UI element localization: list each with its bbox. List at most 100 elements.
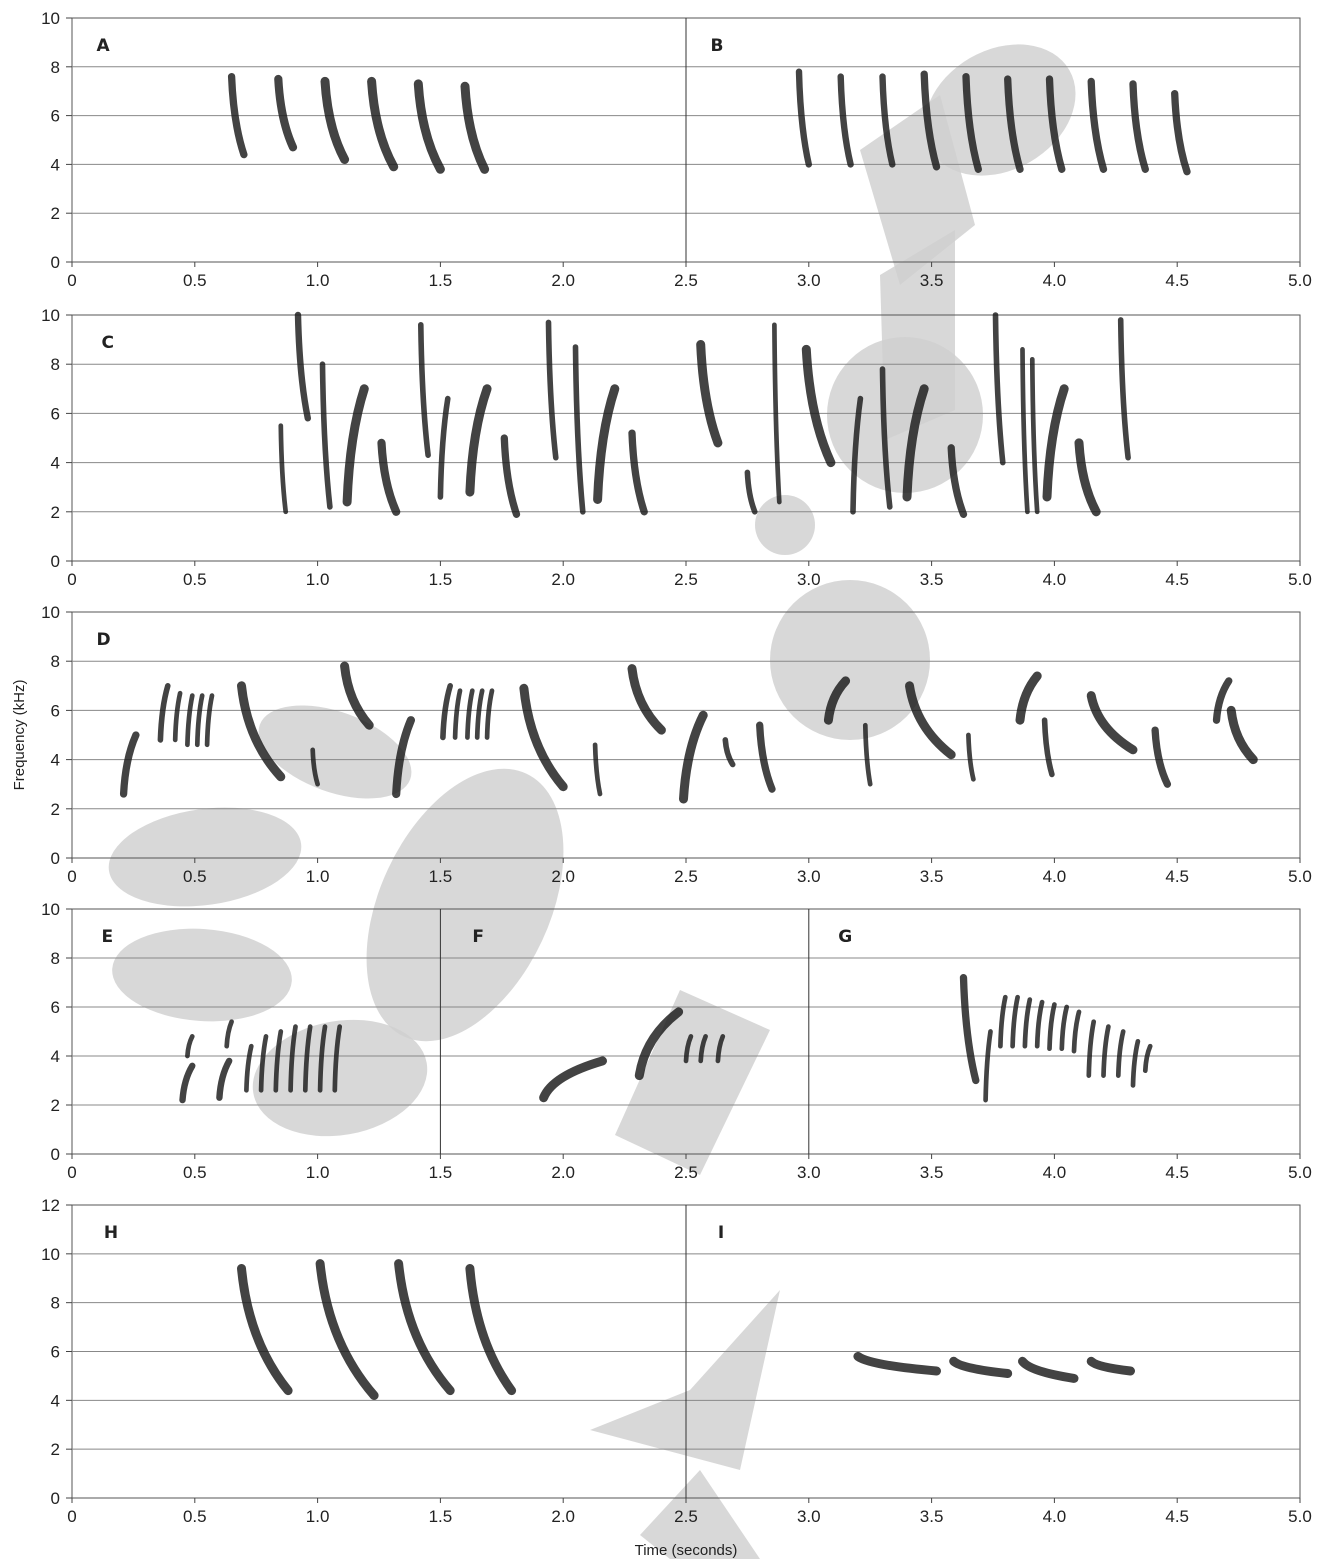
sound-note [342,384,369,507]
x-tick-label: 4.5 [1165,1507,1189,1526]
x-tick-label: 4.0 [1043,271,1067,290]
sound-note [320,76,350,164]
sound-note [1115,1029,1126,1078]
x-tick-label: 4.5 [1165,1163,1189,1182]
x-tick-label: 2.0 [551,271,575,290]
spectrogram-panels: 0 2 4 6 8 10 0 0.5 1.0 1.5 2.0 2.5 3.0 3.5 4.0 4.5 5.0 A B… [41,9,1312,1526]
sound-note [905,681,956,760]
sound-note [413,79,445,174]
sound-note [1130,1038,1141,1088]
y-tick-label: 10 [41,1245,60,1264]
sound-note [185,693,195,748]
y-tick-label: 8 [51,58,60,77]
sound-note [227,72,248,159]
x-tick-label: 2.5 [674,271,698,290]
spectrogram-row: 0 2 4 6 8 10 0 0.5 1.0 1.5 2.0 2.5 3.0 3.5 4.0 4.5 5.0 C [41,306,1312,589]
x-tick-label: 2.5 [674,867,698,886]
x-tick-label: 1.0 [306,271,330,290]
x-tick-label: 5.0 [1288,271,1312,290]
y-tick-label: 8 [51,355,60,374]
x-tick-label: 5.0 [1288,867,1312,886]
sound-note [627,664,666,735]
sound-note [1029,356,1040,515]
x-tick-label: 2.0 [551,1507,575,1526]
sound-note [157,683,171,743]
sound-note [1059,1004,1070,1052]
sound-note [519,683,568,792]
x-axis-title: Time (seconds) [635,1542,738,1559]
y-tick-label: 0 [51,849,60,868]
sound-note [278,423,289,515]
sound-note [465,688,475,740]
y-tick-label: 4 [51,1391,60,1410]
sound-note [879,366,893,510]
watermark-blob [112,928,292,1022]
spectrogram-row: 0 2 4 6 8 10 12 0 0.5 1.0 1.5 2.0 2.5 3.0 3.5 4.0 4.5 5.0… [41,1196,1312,1526]
sound-note [1171,89,1191,176]
sound-note [744,469,758,515]
y-tick-label: 10 [41,900,60,919]
x-tick-label: 0.5 [183,570,207,589]
sound-note [983,1029,993,1103]
sound-note [998,994,1008,1049]
sound-note [310,747,320,787]
y-tick-label: 2 [51,800,60,819]
x-tick-label: 3.0 [797,1163,821,1182]
sound-note [1086,1356,1135,1376]
sound-note [592,742,603,797]
x-tick-label: 1.5 [429,1507,453,1526]
x-tick-label: 3.0 [797,867,821,886]
panel-label: B [711,36,724,56]
y-axis-title: Frequency (kHz) [11,680,28,791]
sound-note [850,395,864,515]
x-tick-label: 1.0 [306,570,330,589]
y-tick-label: 2 [51,204,60,223]
x-tick-label: 4.0 [1043,1163,1067,1182]
x-tick-label: 3.0 [797,1507,821,1526]
sound-note [1015,671,1042,725]
x-tick-label: 0.5 [183,271,207,290]
y-tick-label: 2 [51,1096,60,1115]
sound-note [474,688,485,740]
x-tick-label: 2.5 [674,1163,698,1182]
sound-note [418,322,431,458]
x-tick-label: 5.0 [1288,570,1312,589]
sound-note [1020,347,1030,515]
sound-note [879,73,896,168]
sound-note [484,688,495,740]
sound-note [194,693,205,748]
sound-note [185,1034,195,1059]
sound-note [683,1034,694,1064]
sound-note [1086,1019,1097,1078]
x-tick-label: 5.0 [1288,1507,1312,1526]
x-tick-label: 1.0 [306,1507,330,1526]
sound-note [539,1056,607,1103]
watermark-stroke [590,1290,780,1470]
x-tick-label: 1.5 [429,570,453,589]
watermark-stroke [880,230,955,440]
watermark-blob [770,580,930,740]
x-tick-label: 4.5 [1165,570,1189,589]
watermark-blob [755,495,815,555]
sound-note [1142,1043,1153,1074]
y-tick-label: 4 [51,751,60,770]
x-tick-label: 3.5 [920,570,944,589]
sound-note [1074,438,1101,517]
y-tick-label: 8 [51,652,60,671]
sound-note [949,1356,1013,1378]
sound-note [1071,1009,1082,1054]
sound-note [1004,75,1024,173]
watermark-blob [366,768,564,1042]
x-tick-label: 5.0 [1288,1163,1312,1182]
sound-note [367,76,399,172]
spectrogram-row: 0 2 4 6 8 10 0 0.5 1.0 1.5 2.0 2.5 3.0 3.5 4.0 4.5 5.0 A B [41,9,1312,290]
y-tick-label: 8 [51,1294,60,1313]
sound-note [853,1351,941,1376]
sound-note [258,1034,269,1093]
y-tick-label: 6 [51,998,60,1017]
x-tick-label: 4.0 [1043,1507,1067,1526]
panel-label: E [101,927,113,947]
sound-note [237,681,286,782]
y-tick-label: 12 [41,1196,60,1215]
sound-note [274,74,298,152]
